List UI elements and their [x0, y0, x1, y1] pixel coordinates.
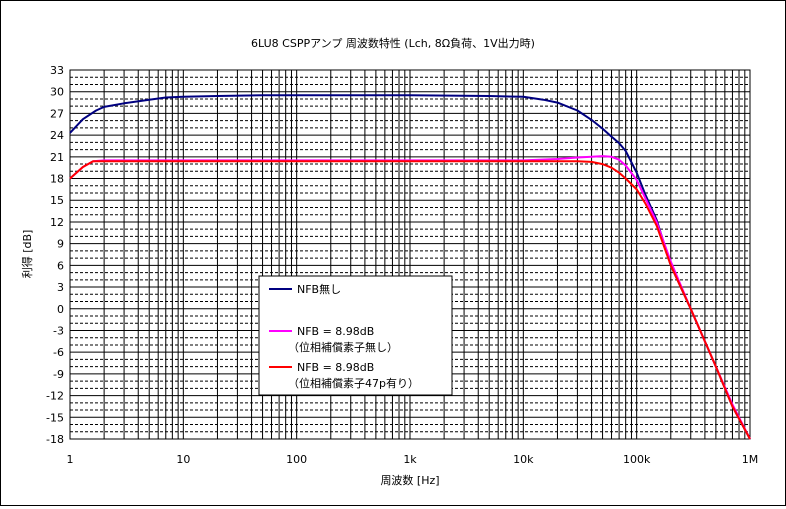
plot-border: [69, 69, 751, 440]
y-tick-label: 0: [57, 303, 64, 316]
y-tick-label: -15: [46, 411, 64, 424]
legend-label-3: （位相補償素子47p有り）: [288, 376, 419, 390]
series-lines: [69, 94, 751, 440]
y-tick-label: 3: [57, 281, 64, 294]
y-tick-label: -9: [53, 368, 64, 381]
x-tick-label: 10k: [513, 453, 534, 466]
y-tick-label: -18: [46, 433, 64, 446]
x-axis-tick-labels: 1 10 100 1k 10k 100k 1M: [67, 453, 759, 466]
y-tick-label: 27: [50, 107, 64, 120]
y-tick-label: 30: [50, 86, 64, 99]
x-axis-label: 周波数 [Hz]: [380, 474, 439, 487]
y-tick-label: 24: [50, 129, 64, 142]
x-tick-label: 100: [286, 453, 307, 466]
y-tick-label: -12: [46, 390, 64, 403]
y-tick-label: 21: [50, 151, 64, 164]
x-tick-label: 1: [67, 453, 74, 466]
y-tick-label: 6: [57, 259, 64, 272]
legend-box: [258, 275, 453, 396]
y-axis-label: 利得 [dB]: [21, 230, 34, 279]
chart-title: 6LU8 CSPPアンプ 周波数特性 (Lch, 8Ω負荷、1V出力時): [251, 36, 535, 50]
x-tick-label: 100k: [623, 453, 651, 466]
x-tick-label: 1M: [742, 453, 759, 466]
y-tick-label: 18: [50, 173, 64, 186]
legend-label-3: NFB = 8.98dB: [297, 361, 374, 374]
y-tick-label: 9: [57, 238, 64, 251]
y-tick-label: 12: [50, 216, 64, 229]
legend-label-2: NFB = 8.98dB: [297, 325, 374, 338]
legend-label-2: （位相補償素子無し）: [288, 340, 398, 354]
legend-label-1: NFB無し: [297, 282, 341, 296]
y-tick-label: 15: [50, 194, 64, 207]
y-tick-label: -3: [53, 324, 64, 337]
x-tick-label: 1k: [403, 453, 417, 466]
legend: NFB無し NFB = 8.98dB （位相補償素子無し） NFB = 8.98dB （…: [258, 275, 453, 396]
major-gridlines: [70, 70, 750, 439]
y-tick-label: -6: [53, 346, 64, 359]
y-tick-label: 33: [50, 64, 64, 77]
x-tick-label: 10: [176, 453, 190, 466]
series-line-3: [69, 160, 751, 440]
